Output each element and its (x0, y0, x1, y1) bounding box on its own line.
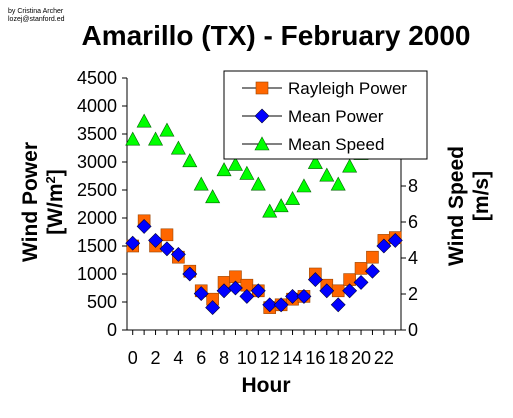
y-tick-label: 500 (87, 292, 117, 312)
mean-speed-point (193, 176, 209, 191)
y-tick-label: 3000 (77, 152, 117, 172)
mean-speed-point (285, 190, 301, 205)
mean-speed-point (307, 154, 323, 169)
mean-power-point (387, 232, 403, 248)
mean-speed-point (227, 156, 243, 171)
x-tick-label: 20 (351, 348, 371, 368)
legend-marker-rayleigh-power (255, 81, 269, 95)
mean-power-point (250, 283, 266, 299)
legend-label-mean-power: Mean Power (288, 107, 384, 126)
mean-speed-point (216, 162, 232, 177)
legend-marker-mean-speed (254, 136, 270, 151)
mean-power-point (376, 238, 392, 254)
mean-power-point (273, 297, 289, 313)
mean-power-point (205, 300, 221, 316)
y-tick-label: 1500 (77, 236, 117, 256)
mean-speed-point (250, 176, 266, 191)
mean-power-point (159, 241, 175, 257)
mean-speed-point (342, 158, 358, 173)
rayleigh-power-point (354, 262, 368, 275)
mean-power-point (307, 272, 323, 288)
mean-speed-point (239, 165, 255, 180)
mean-power-point (342, 283, 358, 299)
mean-speed-point (148, 131, 164, 146)
y2-tick-label: 6 (408, 212, 418, 232)
y-tick-label: 4000 (77, 96, 117, 116)
mean-power-point (330, 297, 346, 313)
rayleigh-power-point (366, 250, 379, 264)
x-tick-label: 10 (237, 348, 257, 368)
mean-power-point (285, 288, 300, 304)
mean-power-point (170, 246, 186, 262)
x-tick-label: 8 (219, 348, 229, 368)
legend-marker-mean-power (254, 108, 270, 124)
legend: Rayleigh Power Mean Power Mean Speed (223, 70, 428, 160)
mean-power-point (262, 297, 278, 313)
mean-power-point (239, 288, 255, 304)
mean-speed-point (170, 140, 186, 155)
mean-power-point (296, 288, 312, 304)
x-tick-label: 14 (283, 348, 303, 368)
series-marks (125, 113, 403, 316)
legend-label-mean-speed: Mean Speed (288, 135, 384, 154)
x-tick-label: 16 (305, 348, 325, 368)
mean-speed-point (159, 122, 175, 137)
y-tick-label: 4500 (77, 68, 117, 88)
mean-speed-point (262, 203, 278, 218)
chart-title: Amarillo (TX) - February 2000 (81, 20, 470, 51)
mean-power-point (136, 218, 152, 234)
mean-speed-point (182, 153, 198, 168)
y2-axis-title: Wind Speed (445, 146, 468, 266)
x-tick-label: 0 (128, 348, 138, 368)
mean-power-point (193, 286, 209, 302)
x-tick-label: 2 (151, 348, 161, 368)
y-tick-label: 0 (107, 320, 117, 340)
y-tick-label: 2000 (77, 208, 117, 228)
x-tick-label: 4 (173, 348, 183, 368)
x-tick-label: 12 (260, 348, 280, 368)
y2-tick-label: 0 (408, 320, 418, 340)
x-tick-label: 22 (374, 348, 394, 368)
mean-power-point (182, 266, 198, 282)
mean-power-point (125, 235, 141, 251)
mean-power-point (365, 263, 380, 279)
y-tick-label: 2500 (77, 180, 117, 200)
mean-speed-point (205, 189, 221, 204)
mean-speed-point (125, 131, 141, 146)
legend-label-rayleigh-power: Rayleigh Power (288, 79, 407, 98)
axis-ticks: 0500100015002000250030003500400045000246… (77, 68, 428, 368)
x-tick-label: 6 (196, 348, 206, 368)
y2-tick-label: 2 (408, 284, 418, 304)
x-tick-label: 18 (328, 348, 348, 368)
y-axis-unit: [W/m2] (43, 169, 67, 235)
y2-tick-label: 4 (408, 248, 418, 268)
y2-axis-unit: [m/s] (470, 171, 493, 221)
mean-power-point (319, 283, 335, 299)
mean-power-point (353, 274, 369, 290)
author-credit: by Cristina Archer (8, 8, 64, 15)
rayleigh-power-point (160, 228, 174, 242)
y-axis-title: Wind Power (19, 142, 42, 262)
mean-speed-point (296, 178, 312, 193)
mean-speed-point (136, 113, 152, 128)
mean-power-point (148, 232, 163, 248)
mean-speed-point (330, 176, 346, 191)
mean-power-point (228, 280, 243, 296)
y2-tick-label: 8 (408, 176, 418, 196)
mean-speed-point (273, 198, 289, 213)
y-tick-label: 3500 (77, 124, 117, 144)
x-axis-title: Hour (242, 374, 291, 397)
y-tick-label: 1000 (77, 264, 117, 284)
author-email: lozej@stanford.ed (8, 16, 65, 23)
mean-speed-point (319, 167, 335, 182)
